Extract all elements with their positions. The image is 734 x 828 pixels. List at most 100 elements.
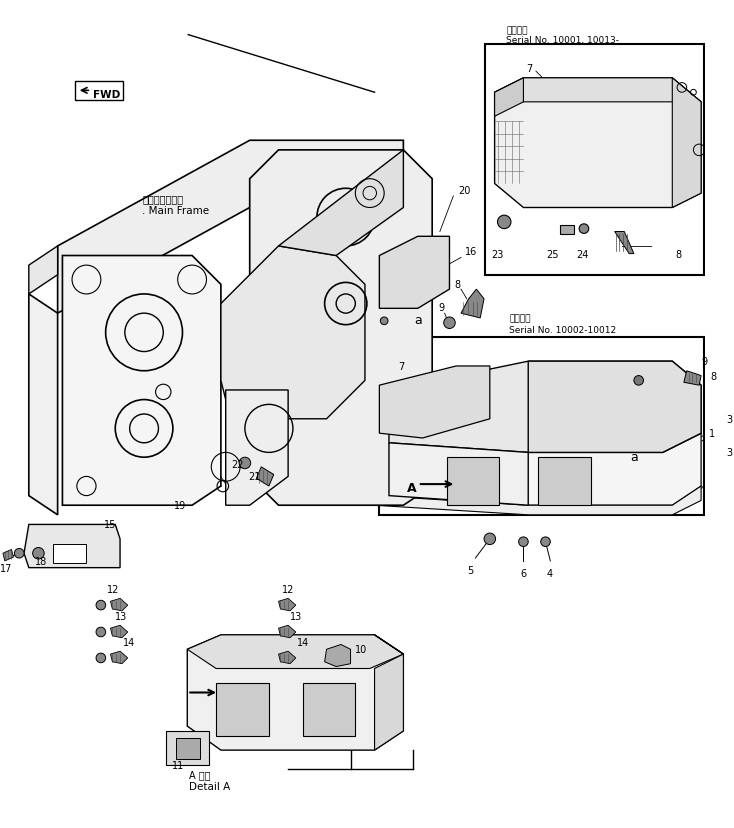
- Polygon shape: [75, 82, 123, 101]
- Polygon shape: [495, 79, 523, 117]
- Text: 20: 20: [458, 186, 470, 196]
- Text: 11: 11: [172, 760, 184, 770]
- Polygon shape: [528, 362, 701, 453]
- Polygon shape: [256, 467, 274, 486]
- Text: 16: 16: [465, 247, 477, 257]
- Bar: [538, 458, 591, 506]
- Text: 25: 25: [546, 249, 559, 259]
- Text: 4: 4: [546, 568, 553, 578]
- Text: 19: 19: [175, 501, 186, 511]
- Text: . Main Frame: . Main Frame: [142, 205, 209, 215]
- Polygon shape: [29, 295, 58, 515]
- Text: 9: 9: [701, 357, 708, 367]
- Circle shape: [380, 318, 388, 325]
- Bar: [166, 731, 209, 764]
- Text: 8: 8: [675, 249, 681, 259]
- Text: Serial No. 10002-10012: Serial No. 10002-10012: [509, 325, 616, 335]
- Circle shape: [444, 318, 455, 329]
- Text: 18: 18: [34, 556, 47, 566]
- Text: A: A: [407, 482, 417, 495]
- Text: 8: 8: [711, 371, 717, 381]
- Circle shape: [239, 458, 251, 469]
- Text: 7: 7: [526, 65, 533, 75]
- Polygon shape: [278, 599, 296, 611]
- Polygon shape: [278, 625, 296, 638]
- Polygon shape: [374, 486, 701, 515]
- Polygon shape: [614, 232, 634, 254]
- Polygon shape: [110, 625, 128, 638]
- Polygon shape: [278, 151, 404, 256]
- Text: a: a: [414, 314, 421, 327]
- Text: A 詳細: A 詳細: [189, 769, 211, 779]
- Text: Detail A: Detail A: [189, 781, 230, 791]
- Bar: [446, 458, 499, 506]
- Text: 12: 12: [282, 584, 294, 594]
- Polygon shape: [495, 79, 701, 103]
- Text: 14: 14: [123, 637, 135, 647]
- Polygon shape: [389, 362, 701, 453]
- Polygon shape: [461, 290, 484, 319]
- Circle shape: [498, 216, 511, 229]
- Text: FWD: FWD: [93, 90, 120, 100]
- Polygon shape: [62, 256, 221, 506]
- Text: 3: 3: [726, 448, 733, 458]
- Text: 適用号機: 適用号機: [506, 26, 528, 35]
- Polygon shape: [221, 247, 365, 419]
- Polygon shape: [187, 635, 404, 669]
- Text: 7: 7: [399, 362, 405, 372]
- Bar: [53, 544, 87, 563]
- Polygon shape: [24, 525, 120, 568]
- Circle shape: [519, 537, 528, 546]
- Polygon shape: [560, 225, 574, 235]
- Circle shape: [634, 376, 644, 386]
- Circle shape: [96, 653, 106, 663]
- Circle shape: [15, 549, 24, 558]
- Polygon shape: [110, 652, 128, 664]
- Text: 10: 10: [355, 644, 368, 654]
- Polygon shape: [225, 391, 288, 506]
- Polygon shape: [110, 599, 128, 611]
- Polygon shape: [389, 434, 701, 506]
- Text: 3: 3: [726, 414, 733, 424]
- Text: 13: 13: [115, 611, 127, 621]
- Bar: [302, 683, 355, 736]
- Polygon shape: [672, 79, 701, 208]
- Text: 9: 9: [439, 303, 445, 313]
- Polygon shape: [495, 79, 701, 208]
- Text: Serial No. 10001, 10013-: Serial No. 10001, 10013-: [506, 36, 619, 45]
- Text: 14: 14: [297, 637, 310, 647]
- Text: 23: 23: [491, 249, 504, 259]
- Text: 適用号機: 適用号機: [509, 314, 531, 323]
- Circle shape: [96, 628, 106, 637]
- Circle shape: [579, 224, 589, 234]
- Text: 24: 24: [576, 249, 588, 259]
- Polygon shape: [3, 550, 13, 561]
- Circle shape: [484, 533, 495, 545]
- Text: 21: 21: [248, 472, 260, 482]
- Text: 17: 17: [0, 563, 12, 573]
- Bar: [379, 338, 704, 515]
- Text: a: a: [630, 451, 638, 464]
- Polygon shape: [379, 367, 490, 439]
- Text: 13: 13: [290, 611, 302, 621]
- Circle shape: [96, 600, 106, 610]
- Polygon shape: [58, 141, 404, 314]
- Polygon shape: [29, 247, 58, 295]
- Bar: [216, 683, 269, 736]
- Text: 8: 8: [454, 280, 460, 290]
- Text: 5: 5: [468, 565, 473, 575]
- Polygon shape: [278, 652, 296, 664]
- Bar: [485, 46, 704, 276]
- Polygon shape: [379, 237, 449, 309]
- Polygon shape: [250, 151, 432, 506]
- Polygon shape: [374, 635, 404, 750]
- Text: 12: 12: [107, 584, 120, 594]
- Text: 22: 22: [231, 460, 244, 469]
- Polygon shape: [187, 635, 404, 750]
- Circle shape: [541, 537, 550, 546]
- Text: 15: 15: [103, 520, 116, 530]
- Polygon shape: [324, 645, 351, 667]
- Text: メインフレーム: メインフレーム: [142, 194, 184, 204]
- Circle shape: [32, 548, 44, 560]
- Text: 6: 6: [520, 568, 526, 578]
